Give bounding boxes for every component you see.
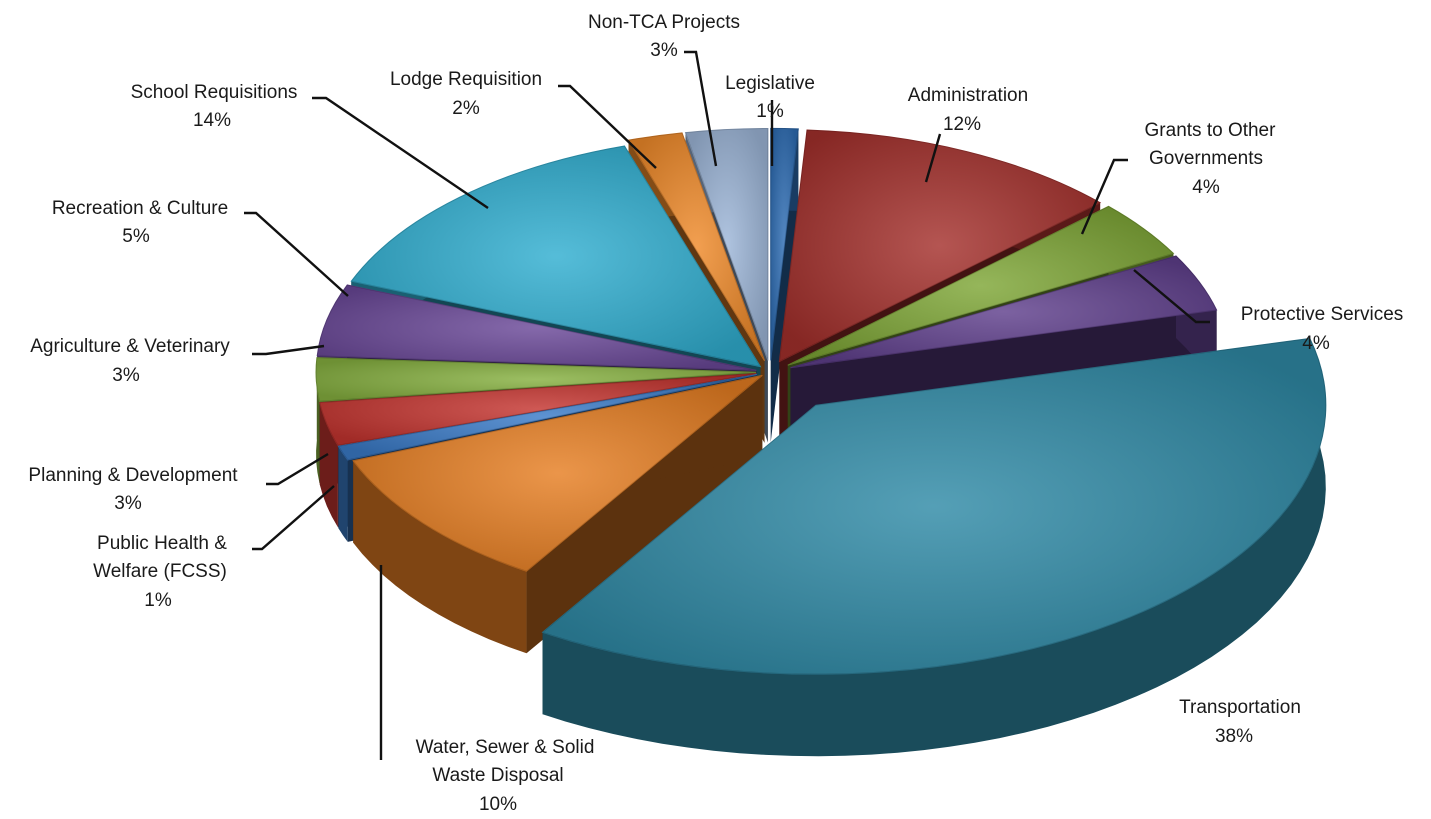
slice-label-recreation-culture: Recreation & Culture [52,198,228,219]
slice-value-water-sewer-solid-waste-disposal: 10% [479,794,517,814]
slice-value-recreation-culture: 5% [122,226,150,247]
slice-rim-public-health-welfare-fcss [338,446,348,542]
leader-line-administration [924,133,942,183]
slice-shine-legislative [770,128,799,361]
slice-shine-planning-development [319,373,757,446]
slice-value-school-requisitions: 14% [193,110,231,131]
leader-line-school-requisitions [312,96,489,209]
slice-label-protective-services: Protective Services [1241,304,1404,325]
slice-value-lodge-requisition: 2% [452,98,480,119]
leader-line-lodge-requisition [558,84,657,169]
slice-label-planning-development: Planning & Development [28,465,238,486]
slice-value-agriculture-veterinary: 3% [112,365,140,386]
leader-line-grants-to-other-governments [1080,158,1128,235]
leader-line-public-health-welfare-fcss [252,485,335,551]
slice-label-transportation: Transportation [1179,697,1301,718]
leader-line-recreation-culture [244,211,349,297]
slice-label-grants-to-other-governments: Governments [1149,148,1263,169]
slice-shine-non-tca-projects [685,128,768,361]
slice-label-school-requisitions: School Requisitions [131,82,298,103]
leader-line-agriculture-veterinary [252,344,325,356]
slice-label-non-tca-projects: Non-TCA Projects [588,12,740,33]
slice-value-public-health-welfare-fcss: 1% [144,590,172,611]
leader-line-protective-services [1133,269,1210,324]
slice-value-non-tca-projects: 3% [650,40,678,61]
slice-label-water-sewer-solid-waste-disposal: Water, Sewer & Solid [416,737,595,758]
slice-value-planning-development: 3% [114,493,142,514]
slice-tops-layer [315,127,1327,675]
slice-label-lodge-requisition: Lodge Requisition [390,69,542,90]
slice-label-water-sewer-solid-waste-disposal: Waste Disposal [432,765,563,786]
slice-rim-planning-development [319,402,338,528]
leader-lines-layer [244,50,1210,760]
slice-labels-layer: Legislative 1% Administration 12% Grants to … [28,12,1404,815]
slice-value-transportation: 38% [1215,726,1253,747]
slice-shine-water-sewer-solid-waste-disposal [353,375,763,572]
slice-label-public-health-welfare-fcss: Public Health & [97,533,227,554]
slice-shine-lodge-requisition [628,132,765,361]
slice-shine-agriculture-veterinary [316,357,757,402]
slice-value-administration: 12% [943,114,981,135]
slice-rim-transportation [542,338,1326,757]
slice-shine-recreation-culture [317,284,757,371]
slice-label-administration: Administration [908,85,1028,106]
slice-value-legislative: 1% [756,101,784,122]
slice-label-public-health-welfare-fcss: Welfare (FCSS) [93,561,227,582]
slice-shine-school-requisitions [351,145,761,367]
slice-shine-transportation [542,338,1326,675]
leader-line-planning-development [266,452,329,486]
slice-shine-administration [779,129,1101,362]
slice-value-protective-services: 4% [1302,333,1330,354]
slice-shine-grants-to-other-governments [787,206,1174,366]
slice-label-legislative: Legislative [725,73,815,94]
slice-shine-public-health-welfare-fcss [338,374,757,460]
slice-shine-protective-services [790,255,1217,368]
slice-label-agriculture-veterinary: Agriculture & Veterinary [30,336,230,357]
slice-rim-water-sewer-solid-waste-disposal [353,460,527,654]
slice-value-grants-to-other-governments: 4% [1192,177,1220,198]
leader-line-non-tca-projects [684,50,718,167]
slice-label-grants-to-other-governments: Grants to Other [1145,120,1277,141]
